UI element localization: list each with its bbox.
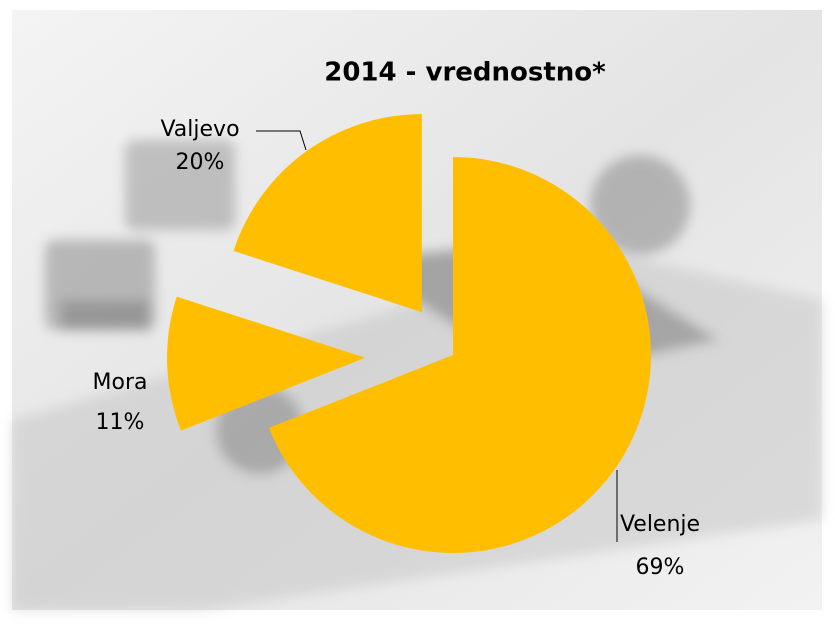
value-label: 11% — [96, 410, 145, 435]
slice-label: Valjevo — [160, 117, 239, 142]
chart-title: 2014 - vrednostno* — [324, 58, 606, 88]
page: 2014 - vrednostno* Velenje 69% Mora 11% Valj… — [0, 0, 835, 627]
slice-label: Velenje — [620, 512, 700, 537]
value-label: 69% — [636, 555, 685, 580]
slice-label: Mora — [93, 370, 148, 395]
value-label: 20% — [176, 150, 225, 175]
chart: 2014 - vrednostno* Velenje 69% Mora 11% Valj… — [0, 0, 835, 627]
